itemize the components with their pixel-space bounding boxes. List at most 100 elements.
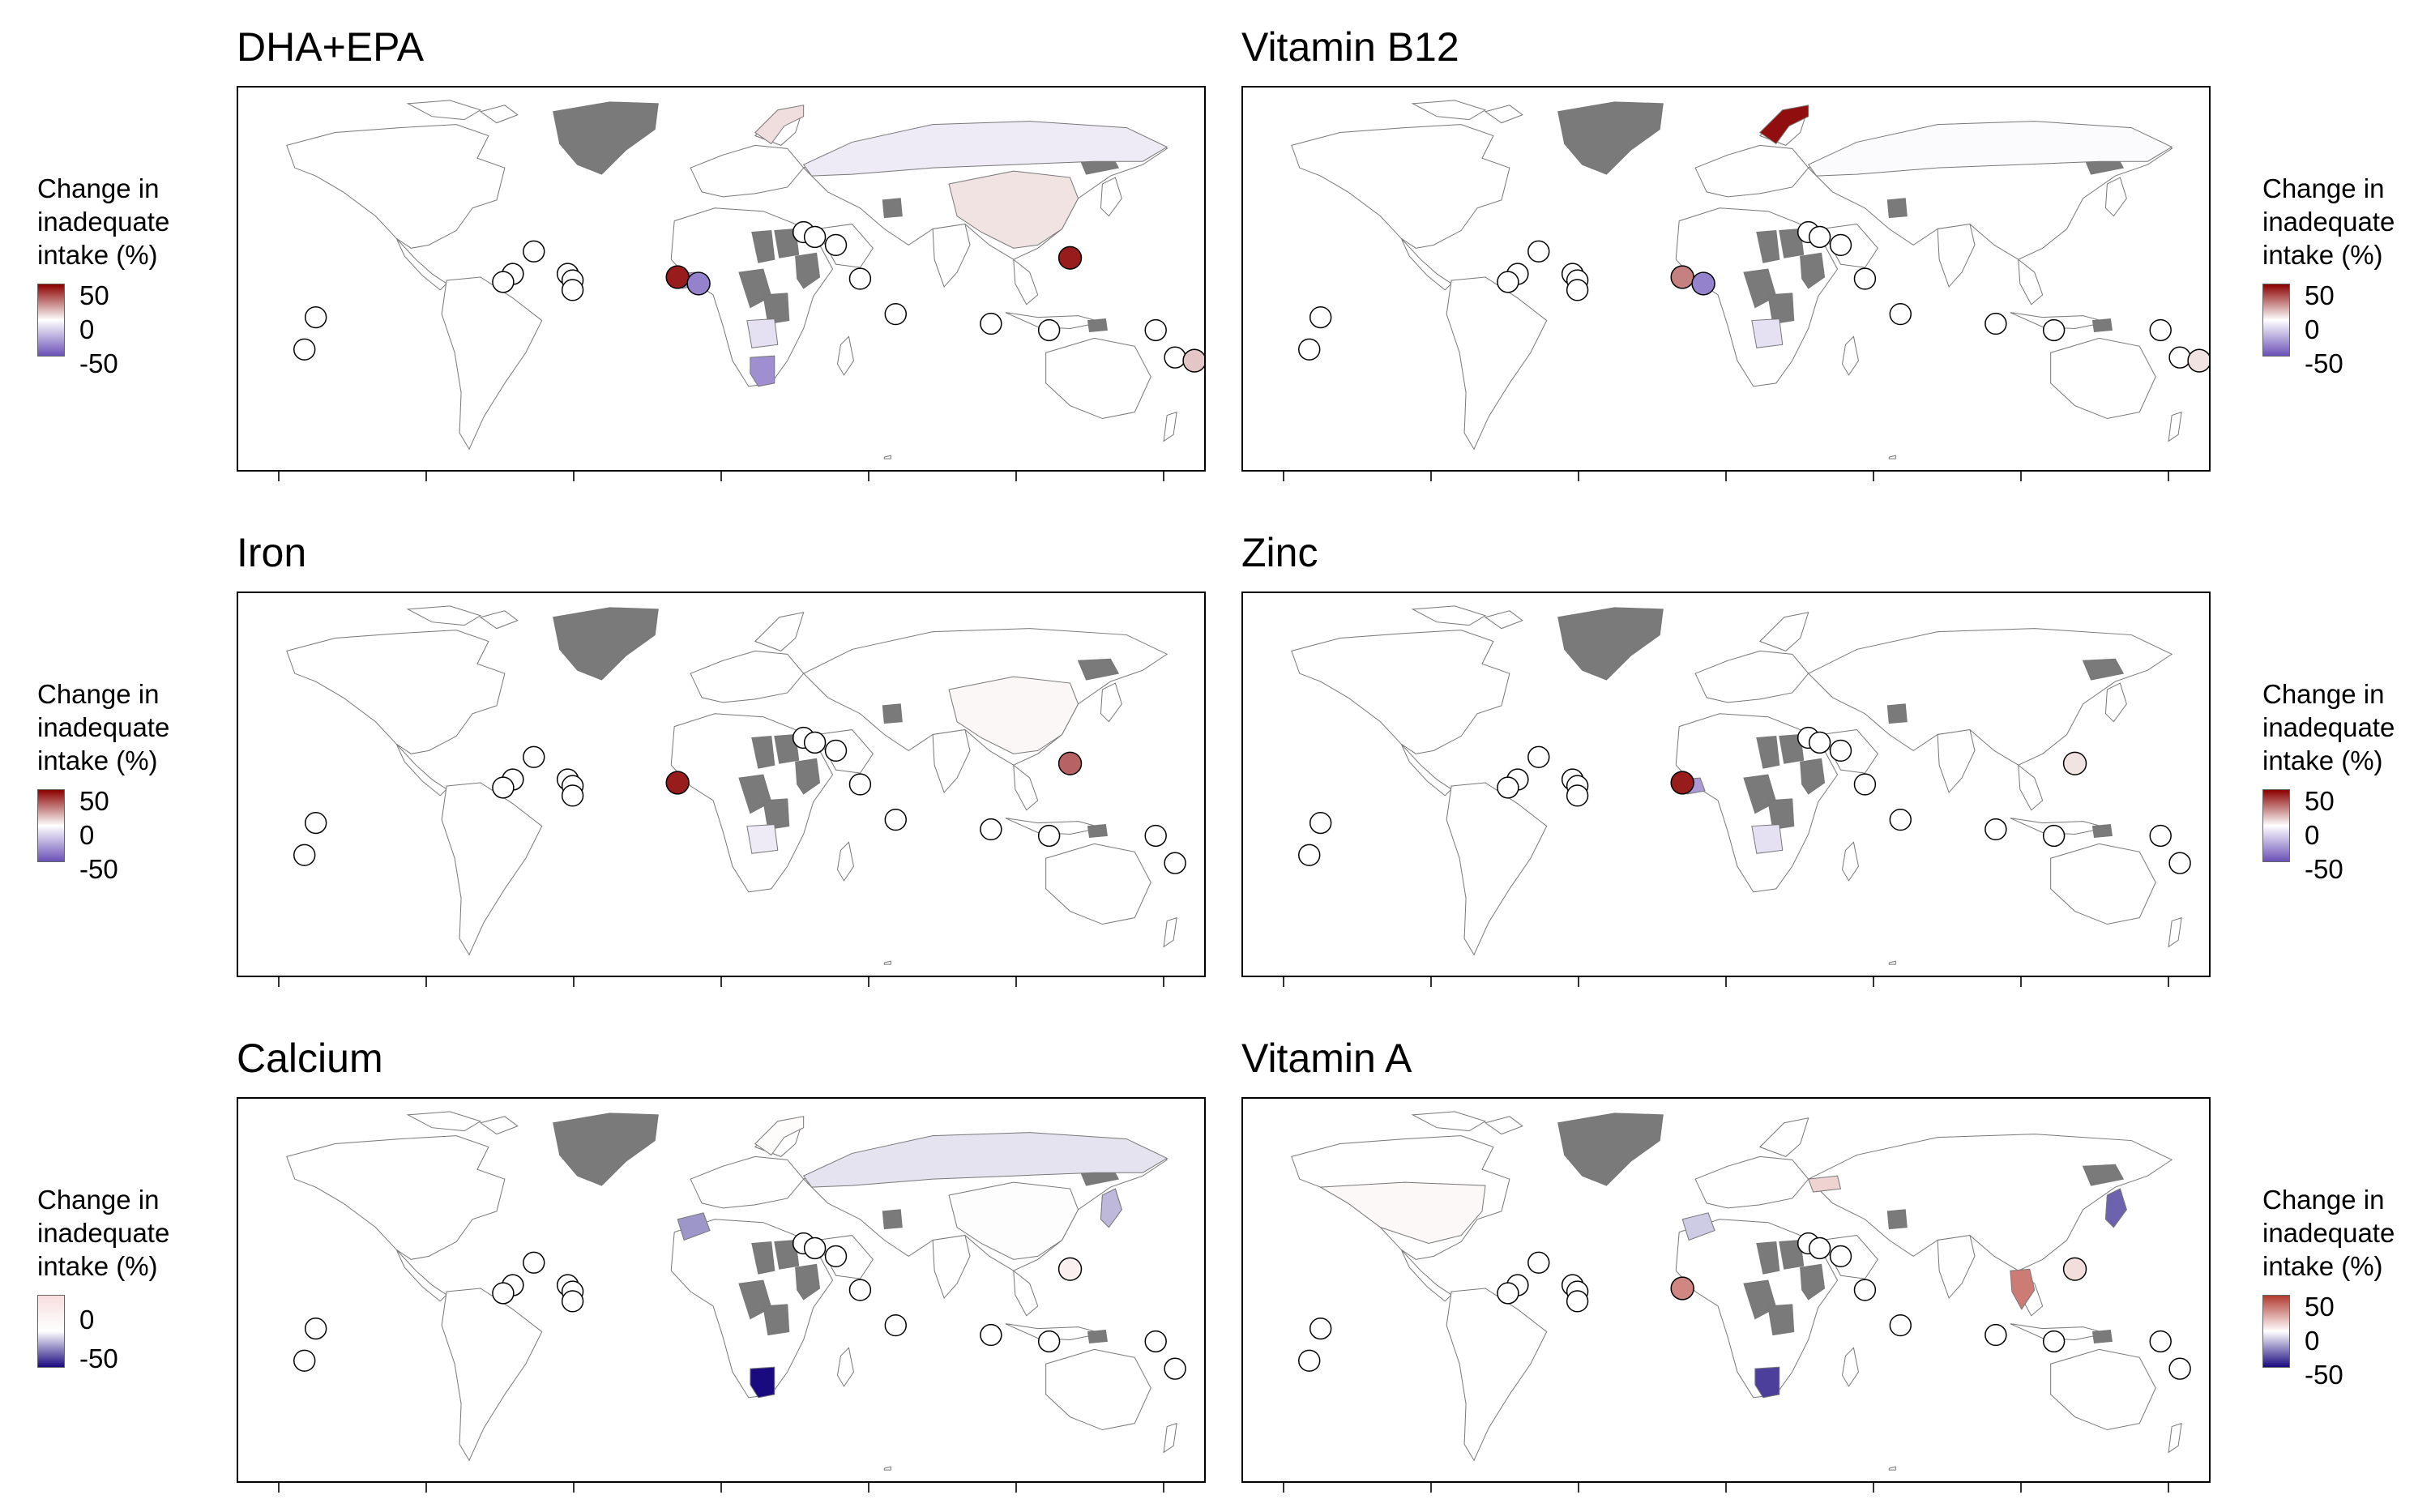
land-mass bbox=[479, 610, 519, 630]
land-mass bbox=[1013, 258, 1039, 305]
no-data-region bbox=[795, 758, 821, 795]
panel-title: Calcium bbox=[237, 1036, 383, 1081]
island-marker bbox=[803, 731, 827, 754]
land-mass bbox=[479, 105, 519, 124]
island-marker bbox=[1497, 1282, 1519, 1305]
island-marker bbox=[523, 1251, 545, 1274]
legend-gradient-bar bbox=[37, 789, 65, 862]
island-marker bbox=[1309, 1317, 1332, 1340]
land-mass bbox=[932, 224, 971, 288]
land-mass bbox=[1400, 238, 1452, 291]
no-data-region bbox=[1886, 1209, 1908, 1230]
legend-tick-label: 0 bbox=[2305, 820, 2320, 850]
land-mass bbox=[1807, 1134, 2173, 1271]
land-mass bbox=[1400, 744, 1452, 797]
island-marker bbox=[2149, 824, 2172, 848]
legend-tick-label: 0 bbox=[2305, 314, 2320, 344]
legend-title-line: inadequate bbox=[2262, 207, 2395, 237]
island-marker bbox=[1889, 1313, 1912, 1337]
legend-tick-label: -50 bbox=[2305, 854, 2343, 884]
country-fill bbox=[1759, 105, 1809, 145]
land-mass bbox=[406, 1111, 482, 1132]
no-data-region bbox=[1767, 293, 1795, 325]
no-data-region bbox=[1557, 101, 1664, 175]
island-marker bbox=[1670, 1276, 1694, 1301]
island-marker bbox=[1298, 1349, 1321, 1372]
island-marker bbox=[1164, 346, 1186, 369]
land-mass bbox=[2050, 1348, 2156, 1431]
land-mass bbox=[1163, 1422, 1177, 1454]
land-mass bbox=[1694, 1155, 1809, 1209]
island-marker bbox=[1829, 233, 1852, 256]
no-data-region bbox=[1779, 733, 1805, 764]
no-data-region bbox=[1800, 1263, 1826, 1301]
land-mass bbox=[883, 1466, 891, 1471]
legend-title-line: inadequate bbox=[37, 712, 170, 742]
country-fill bbox=[802, 121, 1169, 177]
island-marker bbox=[1164, 1357, 1186, 1380]
land-mass bbox=[1937, 224, 1976, 288]
island-marker bbox=[848, 267, 872, 290]
color-legend: Change in inadequate intake (%) 50 0 -50 bbox=[2262, 172, 2425, 382]
land-mass bbox=[1694, 650, 1809, 703]
legend-tick-label: -50 bbox=[79, 1343, 118, 1373]
no-data-region bbox=[2082, 1164, 2125, 1186]
land-mass bbox=[441, 276, 543, 451]
country-fill bbox=[948, 1181, 1079, 1260]
legend-title-line: intake (%) bbox=[2262, 1251, 2383, 1281]
island-marker bbox=[1497, 271, 1519, 293]
no-data-region bbox=[882, 1209, 903, 1230]
island-marker bbox=[1527, 240, 1550, 263]
no-data-region bbox=[1767, 1304, 1795, 1336]
island-marker bbox=[1057, 246, 1083, 270]
legend-title-line: inadequate bbox=[2262, 1218, 2395, 1248]
no-data-region bbox=[553, 607, 659, 681]
country-fill bbox=[1319, 1181, 1486, 1245]
land-mass bbox=[395, 1249, 447, 1302]
legend-title-line: intake (%) bbox=[37, 745, 158, 775]
island-marker bbox=[824, 739, 848, 762]
land-mass bbox=[1888, 960, 1896, 965]
panel-title: Vitamin B12 bbox=[1241, 24, 1459, 70]
island-marker bbox=[561, 1290, 584, 1313]
land-mass bbox=[932, 729, 971, 793]
map-panel: Iron bbox=[237, 528, 1238, 1006]
no-data-region bbox=[774, 228, 800, 258]
island-marker bbox=[304, 1317, 327, 1340]
island-marker bbox=[1566, 279, 1589, 301]
island-marker bbox=[1853, 267, 1877, 290]
island-marker bbox=[492, 1282, 515, 1305]
country-fill bbox=[2104, 1188, 2127, 1228]
world-map bbox=[237, 86, 1206, 472]
island-marker bbox=[523, 240, 545, 263]
country-fill bbox=[746, 318, 779, 348]
country-fill bbox=[802, 1132, 1169, 1188]
land-mass bbox=[2050, 337, 2156, 420]
country-fill bbox=[1807, 1175, 1842, 1193]
no-data-region bbox=[2091, 318, 2113, 332]
land-mass bbox=[690, 144, 805, 198]
land-mass bbox=[1446, 782, 1548, 956]
island-marker bbox=[1057, 1257, 1083, 1281]
island-marker bbox=[2149, 318, 2172, 342]
land-mass bbox=[1045, 337, 1151, 420]
no-data-region bbox=[553, 1113, 659, 1186]
island-marker bbox=[1691, 271, 1715, 296]
land-mass bbox=[2018, 258, 2044, 305]
legend-tick-label: 50 bbox=[2305, 786, 2335, 816]
country-fill bbox=[750, 1366, 775, 1399]
island-marker bbox=[1853, 1279, 1877, 1301]
legend-gradient-bar bbox=[37, 284, 65, 357]
island-marker bbox=[1985, 312, 2007, 335]
panel-title: Zinc bbox=[1241, 530, 1318, 575]
country-fill bbox=[1754, 1366, 1780, 1399]
legend-gradient-bar bbox=[2262, 1295, 2290, 1368]
island-marker bbox=[1037, 824, 1061, 848]
island-marker bbox=[1985, 1323, 2007, 1347]
island-marker bbox=[2187, 348, 2209, 373]
land-mass bbox=[1045, 843, 1151, 925]
x-axis bbox=[1241, 977, 2211, 997]
world-map bbox=[237, 1097, 1206, 1483]
island-marker bbox=[1566, 1290, 1589, 1313]
legend-title-line: Change in bbox=[2262, 679, 2385, 709]
